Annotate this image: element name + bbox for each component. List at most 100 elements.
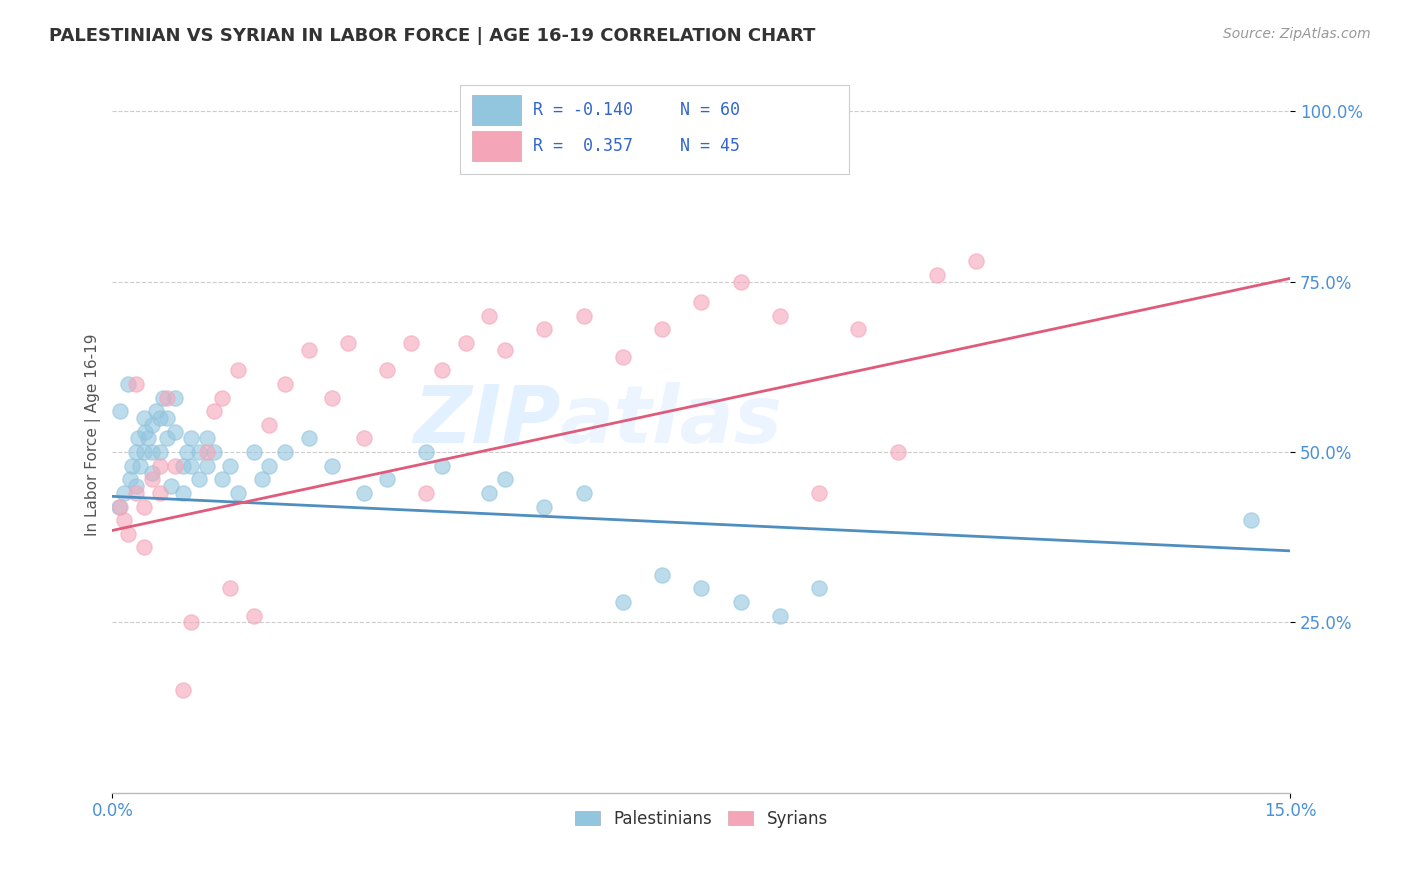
Text: atlas: atlas [560,382,783,459]
Point [415,486,437,500]
Point [298,432,321,446]
Point [226,363,249,377]
Point [195,432,218,446]
Text: R =  0.357: R = 0.357 [533,137,633,155]
Point [180,458,202,473]
Point [336,336,359,351]
FancyBboxPatch shape [471,131,522,161]
Point [808,486,831,500]
Text: Source: ZipAtlas.com: Source: ZipAtlas.com [1223,27,1371,41]
Point [886,445,908,459]
Y-axis label: In Labor Force | Age 16-19: In Labor Force | Age 16-19 [86,334,101,536]
Point [250,472,273,486]
Point [136,432,159,446]
Point [494,472,516,486]
Point [415,445,437,459]
Point [110,500,132,514]
Point [730,275,752,289]
Point [219,458,242,473]
Point [430,458,453,473]
Point [195,458,218,473]
Point [925,268,948,282]
Point [211,472,233,486]
Point [846,322,869,336]
Text: ZIP: ZIP [412,382,560,459]
Point [690,295,713,310]
Point [118,472,141,486]
Point [165,425,187,439]
Point [259,458,281,473]
Point [375,472,398,486]
Point [274,445,297,459]
Point [132,445,155,459]
Point [132,500,155,514]
Point [651,567,673,582]
Point [134,425,156,439]
Point [298,343,321,357]
Point [160,479,183,493]
Point [148,458,170,473]
Point [141,472,163,486]
Point [125,479,148,493]
Point [156,432,179,446]
Point [117,526,139,541]
Point [145,404,167,418]
Point [321,391,343,405]
Point [172,486,194,500]
Point [353,432,375,446]
Point [156,411,179,425]
Point [204,445,226,459]
Point [259,417,281,432]
Point [112,513,135,527]
Point [808,582,831,596]
Point [172,458,194,473]
Point [132,541,155,555]
Point [430,363,453,377]
Point [478,486,501,500]
Point [1240,513,1263,527]
Point [204,404,226,418]
Point [769,608,792,623]
Point [125,376,148,391]
Point [121,458,143,473]
Point [156,391,179,405]
Point [730,595,752,609]
Point [274,376,297,391]
Point [165,391,187,405]
Point [572,486,595,500]
Legend: Palestinians, Syrians: Palestinians, Syrians [568,803,835,834]
FancyBboxPatch shape [471,95,522,126]
Point [211,391,233,405]
Point [127,432,149,446]
Point [125,486,148,500]
Point [187,472,209,486]
Point [112,486,135,500]
Point [117,376,139,391]
Point [180,432,202,446]
Point [132,411,155,425]
Point [148,411,170,425]
Point [141,466,163,480]
Point [141,445,163,459]
Text: N = 45: N = 45 [681,137,740,155]
Point [353,486,375,500]
Point [612,350,634,364]
Point [125,445,148,459]
Point [242,608,264,623]
Point [219,582,242,596]
Point [612,595,634,609]
Point [399,336,422,351]
Text: R = -0.140: R = -0.140 [533,102,633,120]
Point [195,445,218,459]
Point [187,445,209,459]
FancyBboxPatch shape [460,85,848,174]
Point [148,486,170,500]
Point [478,309,501,323]
Point [128,458,150,473]
Point [242,445,264,459]
Point [152,391,174,405]
Point [690,582,713,596]
Point [769,309,792,323]
Point [176,445,198,459]
Point [107,500,129,514]
